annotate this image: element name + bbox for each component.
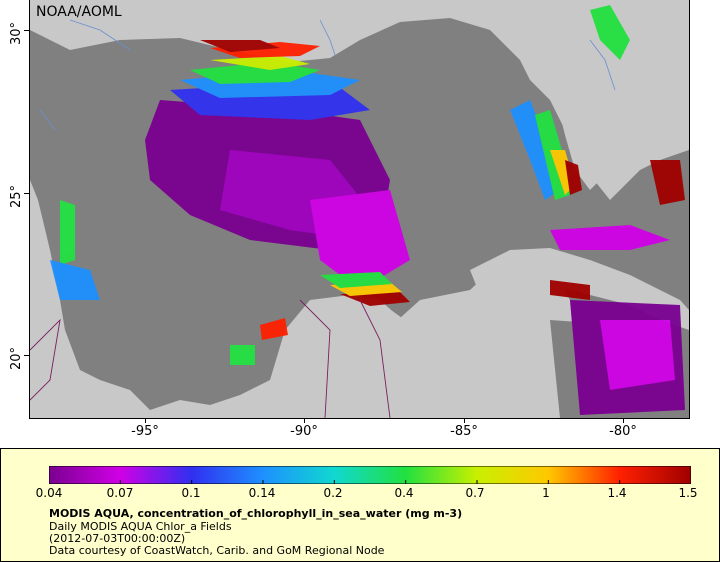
xtick-80: -80° bbox=[609, 424, 637, 439]
xtick-mark bbox=[304, 418, 305, 423]
xtick-mark bbox=[464, 418, 465, 423]
colorbar-label: 1.4 bbox=[607, 486, 627, 500]
legend-line-4: Data courtesy of CoastWatch, Carib. and … bbox=[49, 544, 385, 557]
map-credit: NOAA/AOML bbox=[36, 4, 122, 20]
map-frame-left bbox=[29, 0, 30, 418]
map-frame-bottom bbox=[29, 418, 690, 419]
colorbar-label: 1.5 bbox=[678, 486, 698, 500]
colorbar-label: 0.04 bbox=[35, 486, 63, 500]
xtick-mark bbox=[145, 418, 146, 423]
ytick-mark bbox=[24, 193, 29, 194]
legend-title: MODIS AQUA, concentration_of_chlorophyll… bbox=[49, 507, 463, 520]
colorbar-label: 0.2 bbox=[323, 486, 343, 500]
colorbar-label: 0.4 bbox=[394, 486, 414, 500]
chlorophyll-map bbox=[30, 0, 689, 418]
colorbar-label: 1 bbox=[542, 486, 550, 500]
ytick-25: 25° bbox=[9, 184, 24, 208]
legend-panel: 0.04 0.07 0.1 0.14 0.2 0.4 0.7 1 1.4 1.5… bbox=[0, 448, 720, 562]
legend-line-3: (2012-07-03T00:00:00Z) bbox=[49, 532, 186, 545]
xtick-85: -85° bbox=[450, 424, 478, 439]
map-frame-right bbox=[689, 0, 690, 419]
colorbar bbox=[49, 466, 691, 484]
xtick-95: -95° bbox=[131, 424, 159, 439]
colorbar-label: 0.1 bbox=[181, 486, 201, 500]
ytick-20: 20° bbox=[9, 346, 24, 370]
colorbar-label: 0.7 bbox=[465, 486, 485, 500]
yucatan-land bbox=[270, 298, 410, 418]
colorbar-gradient bbox=[49, 466, 691, 484]
ytick-mark bbox=[24, 355, 29, 356]
colorbar-label: 0.14 bbox=[248, 486, 276, 500]
xtick-mark bbox=[623, 418, 624, 423]
colorbar-label: 0.07 bbox=[106, 486, 134, 500]
ytick-30: 30° bbox=[9, 21, 24, 45]
xtick-90: -90° bbox=[290, 424, 318, 439]
florida-land bbox=[550, 10, 630, 190]
legend-line-2: Daily MODIS AQUA Chlor_a Fields bbox=[49, 520, 232, 533]
ytick-mark bbox=[24, 30, 29, 31]
